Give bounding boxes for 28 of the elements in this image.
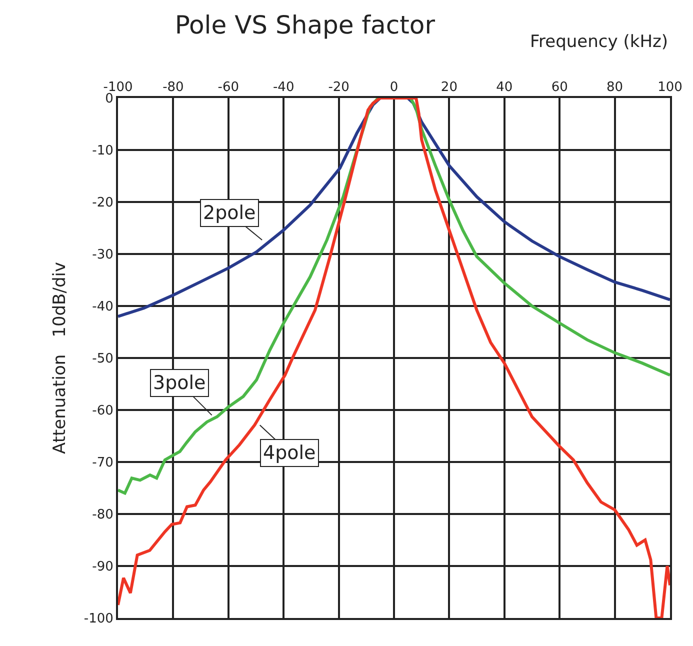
x-axis-title: Frequency (kHz) [530, 32, 668, 52]
y-axis-title: Attenuation 10dB/div [50, 262, 70, 454]
x-tick-label: 100 [658, 80, 682, 95]
y-tick-label: -100 [84, 612, 114, 627]
x-tick-label: 80 [606, 80, 624, 95]
y-tick-label: -60 [92, 404, 114, 419]
line-series [118, 98, 670, 618]
x-tick-label: -40 [272, 80, 294, 95]
y-tick-label: -80 [92, 508, 114, 523]
chart-title: Pole VS Shape factor [174, 10, 436, 40]
y-tick-label: -30 [92, 248, 114, 263]
y-tick-label: -90 [92, 560, 114, 575]
y-tick-label: -10 [92, 144, 114, 159]
x-tick-label: 40 [496, 80, 513, 95]
y-tick-label: 0 [105, 92, 114, 107]
y-tick-label: -50 [92, 352, 114, 367]
annotation: 2pole [203, 202, 256, 224]
y-tick-label: -20 [92, 196, 114, 211]
y-tick-label: -40 [92, 300, 114, 315]
annotation: 3pole [153, 372, 206, 394]
x-tick-label: -80 [162, 80, 184, 95]
x-tick-label: -20 [328, 80, 350, 95]
x-tick-label: -60 [218, 80, 240, 95]
x-tick-label: 20 [440, 80, 458, 95]
x-tick-label: 60 [551, 80, 568, 95]
y-tick-label: -70 [92, 456, 114, 471]
annotation: 4pole [263, 442, 316, 464]
x-tick-label: 0 [390, 80, 398, 95]
